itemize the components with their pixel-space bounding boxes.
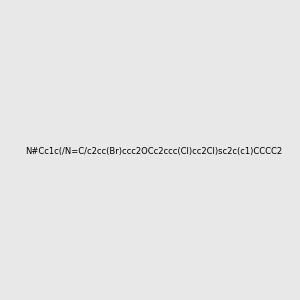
Text: N#Cc1c(/N=C/c2cc(Br)ccc2OCc2ccc(Cl)cc2Cl)sc2c(c1)CCCC2: N#Cc1c(/N=C/c2cc(Br)ccc2OCc2ccc(Cl)cc2Cl…	[25, 147, 282, 156]
